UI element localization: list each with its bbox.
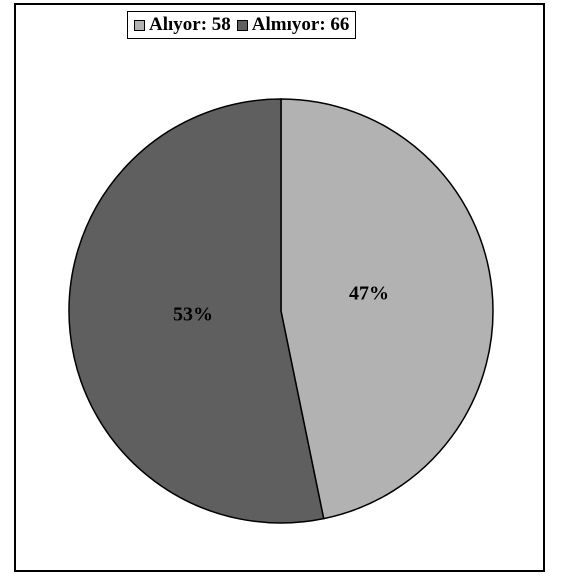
- legend: Alıyor: 58 Almıyor: 66: [127, 11, 357, 39]
- pie-slices: [68, 98, 494, 524]
- legend-item-almiyor: Almıyor: 66: [236, 14, 350, 36]
- pie-data-label-almiyor: 53%: [173, 304, 213, 326]
- pie-slice-almiyor: [68, 98, 325, 524]
- legend-label-aliyor: Alıyor: 58: [149, 14, 231, 35]
- pie-slice-aliyor: [280, 98, 494, 520]
- legend-item-aliyor: Alıyor: 58: [134, 14, 231, 36]
- pie-labels: 47% 53%: [173, 283, 389, 326]
- legend-label-almiyor: Almıyor: 66: [251, 14, 350, 35]
- legend-swatch-almiyor: [236, 19, 248, 31]
- pie-data-label-aliyor: 47%: [349, 283, 389, 305]
- legend-swatch-aliyor: [134, 19, 145, 31]
